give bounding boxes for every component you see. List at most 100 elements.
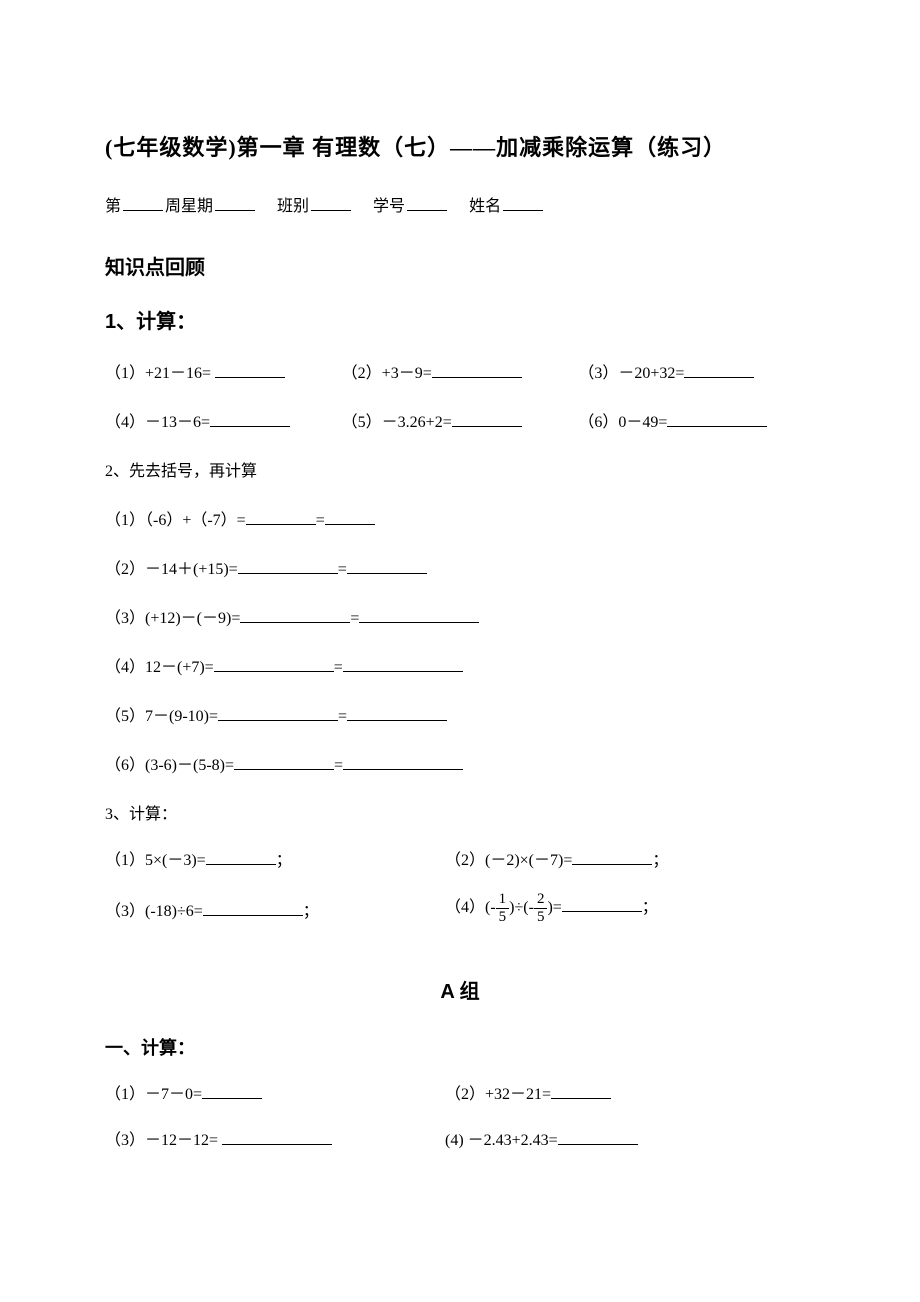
section1-row1: （1）+21－16= （2）+3－9= （3）－20+32= (105, 359, 815, 383)
q1-6-text: （6）0－49= (578, 414, 667, 431)
semicolon: ； (642, 899, 658, 916)
info-label1: 周星期 (165, 198, 213, 215)
qa1-3: （3）－12－12= (105, 1126, 445, 1150)
semicolon: ； (652, 852, 668, 869)
info-label4: 姓名 (469, 198, 501, 215)
q3-2-text: （2）(－2)×(－7)= (445, 852, 572, 869)
q1-6-blank[interactable] (667, 411, 767, 427)
q3-3-text: （3）(-18)÷6= (105, 903, 203, 920)
blank-name[interactable] (503, 195, 543, 211)
section2-header: 2、先去括号，再计算 (105, 457, 815, 481)
q1-2: （2）+3－9= (342, 359, 579, 383)
q2-6: （6）(3-6)－(5-8)== (105, 751, 815, 775)
section-a1-header: 一、计算： (105, 1034, 815, 1060)
q2-3-text: （3）(+12)－(－9)= (105, 610, 240, 627)
section3-header: 3、计算： (105, 800, 815, 824)
section3-row2: （3）(-18)÷6=； （4）(-15)÷(-25)=； (105, 892, 815, 925)
q1-5-text: （5）－3.26+2= (342, 414, 452, 431)
q3-4-mid: )÷(- (509, 899, 534, 916)
info-label2: 班别 (277, 198, 309, 215)
q2-2-text: （2）－14＋(+15)= (105, 561, 238, 578)
qa1-3-text: （3）－12－12= (105, 1132, 218, 1149)
section3-row1: （1）5×(－3)=； （2）(－2)×(－7)= ； (105, 846, 815, 870)
blank-student-id[interactable] (407, 195, 447, 211)
q3-2: （2）(－2)×(－7)= ； (445, 846, 815, 870)
q2-2-blank1[interactable] (238, 558, 338, 574)
q2-1-text: （1）（-6）+（-7）= (105, 512, 246, 529)
semicolon: ； (303, 903, 319, 920)
q1-1: （1）+21－16= (105, 359, 342, 383)
q2-5-blank1[interactable] (218, 705, 338, 721)
q1-1-blank[interactable] (215, 362, 285, 378)
frac-den: 5 (496, 909, 510, 925)
q2-2-blank2[interactable] (347, 558, 427, 574)
qa1-4: (4) －2.43+2.43= (445, 1126, 815, 1150)
eq: = (334, 659, 343, 676)
q3-4-blank[interactable] (562, 896, 642, 912)
q2-5-blank2[interactable] (347, 705, 447, 721)
qa1-2-text: （2）+32－21= (445, 1086, 551, 1103)
q2-1-blank1[interactable] (246, 509, 316, 525)
q2-3-blank1[interactable] (240, 607, 350, 623)
eq: = (338, 561, 347, 578)
q3-3: （3）(-18)÷6= ； (105, 897, 445, 921)
qa1-2: （2）+32－21= (445, 1080, 815, 1104)
review-header: 知识点回顾 (105, 251, 815, 280)
q1-1-text: （1）+21－16= (105, 365, 211, 382)
q2-4-blank2[interactable] (343, 656, 463, 672)
section1-header: 1、计算： (105, 305, 815, 334)
section-a1-row2: （3）－12－12= (4) －2.43+2.43= (105, 1126, 815, 1150)
q2-6-blank2[interactable] (343, 754, 463, 770)
eq: = (338, 708, 347, 725)
q1-4-text: （4）－13－6= (105, 414, 210, 431)
q1-5: （5）－3.26+2= (342, 408, 579, 432)
q2-5: （5）7－(9-10)= = (105, 702, 815, 726)
qa1-2-blank[interactable] (551, 1083, 611, 1099)
blank-week-num[interactable] (123, 195, 163, 211)
info-line: 第 周星期 班别 学号 姓名 (105, 192, 815, 216)
q2-1-blank2[interactable] (325, 509, 375, 525)
qa1-1: （1）－7－0= (105, 1080, 445, 1104)
qa1-1-blank[interactable] (202, 1083, 262, 1099)
q1-5-blank[interactable] (452, 411, 522, 427)
q2-4-text: （4）12－(+7)= (105, 659, 214, 676)
blank-class[interactable] (311, 195, 351, 211)
qa1-4-blank[interactable] (558, 1129, 638, 1145)
q3-2-blank[interactable] (572, 849, 652, 865)
q3-1-text: （1）5×(－3)= (105, 852, 206, 869)
q3-3-blank[interactable] (203, 900, 303, 916)
q1-2-text: （2）+3－9= (342, 365, 432, 382)
q2-5-text: （5）7－(9-10)= (105, 708, 218, 725)
page-title: (七年级数学)第一章 有理数（七）——加减乘除运算（练习） (105, 130, 815, 162)
section1-row2: （4）－13－6= （5）－3.26+2= （6）0－49= (105, 408, 815, 432)
info-label3: 学号 (373, 198, 405, 215)
qa1-3-blank[interactable] (222, 1129, 332, 1145)
fraction-2-5: 25 (534, 892, 548, 925)
q3-1-blank[interactable] (206, 849, 276, 865)
qa1-1-text: （1）－7－0= (105, 1086, 202, 1103)
q3-4: （4）(-15)÷(-25)=； (445, 892, 815, 925)
frac-den: 5 (534, 909, 548, 925)
q1-3-blank[interactable] (684, 362, 754, 378)
fraction-1-5: 15 (496, 892, 510, 925)
q2-4: （4）12－(+7)= = (105, 653, 815, 677)
q1-4: （4）－13－6= (105, 408, 342, 432)
frac-num: 1 (496, 892, 510, 909)
q3-4-prefix: （4）(- (445, 899, 496, 916)
eq: = (350, 610, 359, 627)
q1-2-blank[interactable] (432, 362, 522, 378)
q1-3: （3）－20+32= (578, 359, 815, 383)
q2-6-text: （6）(3-6)－(5-8)= (105, 757, 234, 774)
group-a-title: A 组 (105, 975, 815, 1004)
q3-1: （1）5×(－3)=； (105, 846, 445, 870)
q1-3-text: （3）－20+32= (578, 365, 684, 382)
q1-4-blank[interactable] (210, 411, 290, 427)
q2-3-blank2[interactable] (359, 607, 479, 623)
blank-weekday[interactable] (215, 195, 255, 211)
q2-4-blank1[interactable] (214, 656, 334, 672)
q3-4-suffix: )= (547, 899, 561, 916)
q2-6-blank1[interactable] (234, 754, 334, 770)
q2-2: （2）－14＋(+15)= = (105, 555, 815, 579)
info-prefix1: 第 (105, 198, 121, 215)
q2-3: （3）(+12)－(－9)= = (105, 604, 815, 628)
